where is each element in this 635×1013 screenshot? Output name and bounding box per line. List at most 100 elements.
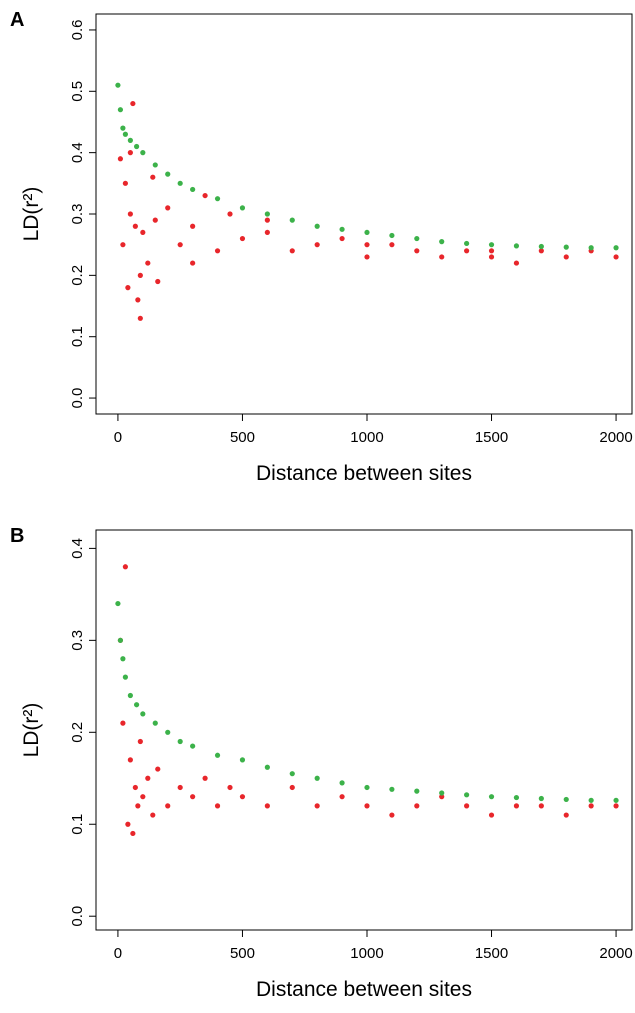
x-tick-label: 500 [230, 945, 255, 962]
point [488, 248, 495, 254]
point [145, 775, 151, 781]
point [389, 812, 395, 818]
point [488, 242, 495, 248]
point [264, 229, 270, 236]
x-tick-label: 500 [230, 429, 255, 446]
point [140, 150, 146, 156]
y-tick-label: 0.1 [69, 814, 86, 835]
point [145, 260, 151, 266]
point [588, 245, 594, 251]
point [122, 131, 128, 137]
point [190, 743, 196, 749]
point [120, 720, 126, 726]
point [439, 790, 445, 796]
point [127, 211, 133, 217]
point [414, 248, 420, 254]
point [464, 240, 470, 247]
point [364, 784, 370, 791]
point [135, 803, 141, 809]
point [130, 830, 136, 837]
point [115, 600, 121, 607]
point [214, 803, 221, 809]
y-tick-label: 0.0 [69, 388, 86, 409]
y-axis-label: LD(r²) [20, 703, 43, 758]
point [513, 794, 520, 801]
point [513, 803, 520, 809]
x-tick-label: 0 [114, 429, 122, 446]
point [155, 278, 161, 285]
point [132, 784, 138, 791]
point [264, 764, 270, 770]
point [314, 223, 320, 229]
y-tick-label: 0.3 [69, 204, 86, 225]
point [227, 211, 233, 217]
point [190, 186, 196, 193]
point [389, 242, 395, 248]
point [125, 821, 131, 827]
point [464, 248, 470, 254]
point [214, 248, 221, 254]
point [137, 272, 143, 278]
point [152, 162, 158, 168]
x-tick-label: 1000 [350, 429, 383, 446]
point [314, 803, 320, 809]
panel-label: B [10, 525, 24, 547]
point [190, 223, 196, 229]
point [439, 239, 445, 245]
point [122, 564, 128, 570]
point [115, 82, 121, 88]
point [165, 803, 171, 809]
point [177, 738, 183, 745]
point [414, 788, 420, 794]
point [137, 738, 143, 745]
point [120, 242, 126, 248]
point [150, 812, 156, 818]
point [137, 315, 143, 321]
point [314, 775, 320, 781]
point [177, 180, 183, 186]
point [488, 254, 495, 260]
x-tick-label: 0 [114, 945, 122, 962]
point [127, 137, 133, 143]
point [588, 797, 594, 803]
point [150, 174, 156, 180]
x-tick-label: 1000 [350, 945, 383, 962]
point [563, 812, 569, 818]
point [289, 248, 295, 254]
point [177, 784, 183, 791]
y-tick-label: 0.1 [69, 326, 86, 347]
point [132, 223, 138, 229]
panel-label: A [10, 9, 24, 31]
point [239, 235, 246, 242]
point [488, 794, 495, 800]
point [339, 794, 345, 800]
point [289, 217, 295, 223]
point [120, 125, 126, 131]
x-tick-label: 1500 [475, 429, 508, 446]
y-axis-label: LD(r²) [20, 187, 43, 242]
point [364, 242, 370, 248]
point [439, 254, 445, 260]
point [613, 245, 619, 251]
point [339, 235, 345, 242]
point [117, 156, 124, 162]
point [214, 752, 221, 758]
point [133, 702, 140, 708]
y-tick-label: 0.2 [69, 722, 86, 743]
point [165, 205, 171, 211]
point [289, 771, 295, 777]
point [122, 180, 128, 186]
point [127, 757, 133, 763]
point [414, 803, 420, 809]
point [127, 150, 133, 156]
plot-frame [95, 13, 633, 415]
point [264, 217, 270, 223]
point [133, 143, 140, 150]
point [135, 297, 141, 303]
point [190, 260, 196, 266]
point [125, 285, 131, 291]
point [563, 244, 569, 250]
point [563, 796, 569, 803]
point [117, 107, 124, 113]
